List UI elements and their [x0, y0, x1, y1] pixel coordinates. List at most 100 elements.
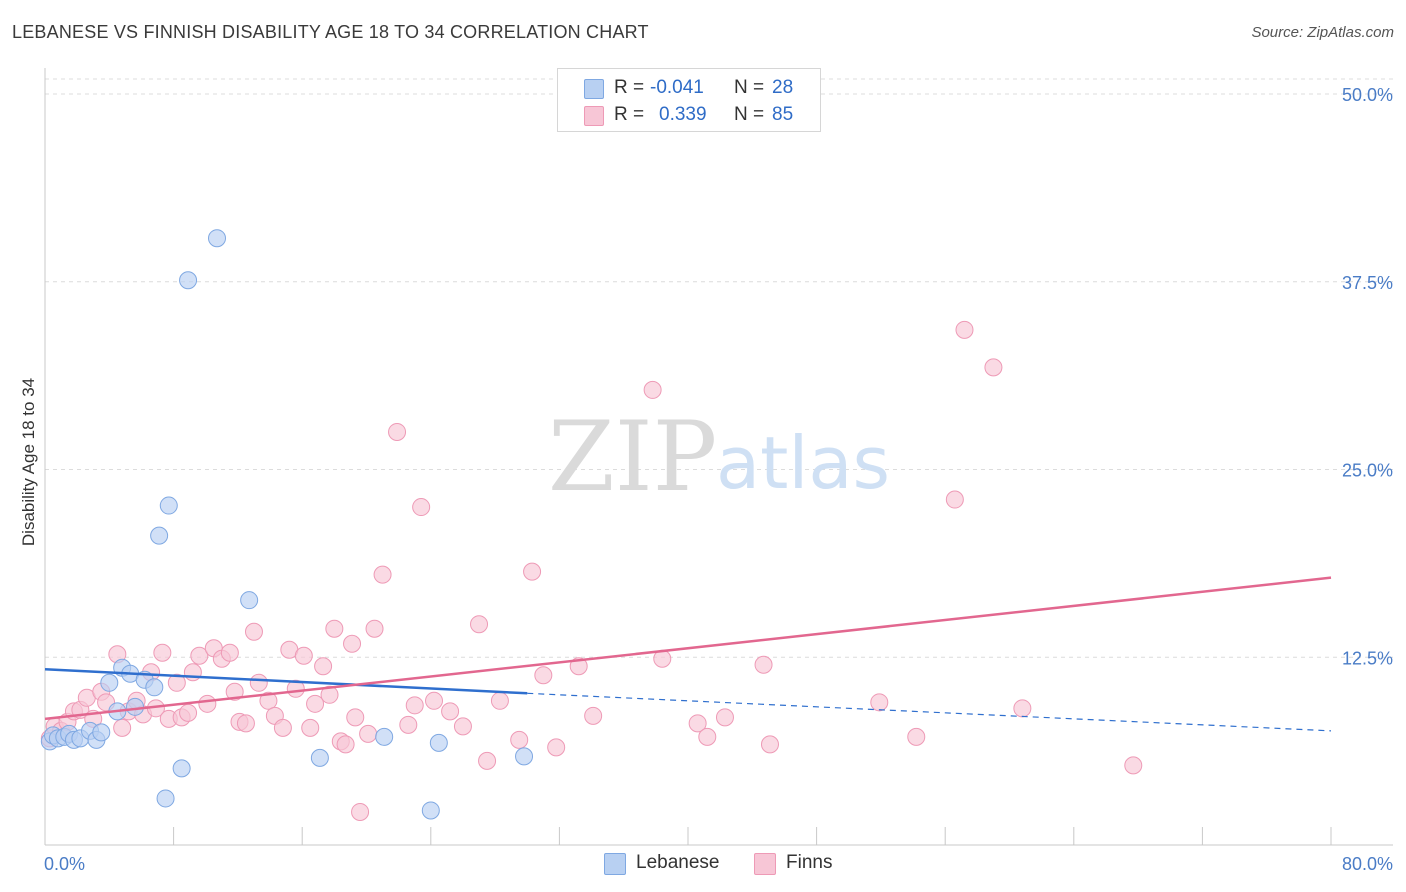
finns-point — [167, 673, 186, 692]
finns-point — [441, 702, 460, 721]
lebanese-legend-label: Lebanese — [636, 852, 720, 873]
trendlines — [44, 576, 1332, 732]
watermark-zip: ZIP — [548, 401, 717, 513]
lebanese-trendline — [44, 668, 528, 695]
axis-labels: 12.5% 25.0% 37.5% 50.0% 0.0% 80.0% Disability … — [19, 85, 1393, 874]
finns-point — [286, 679, 305, 698]
finns-point — [351, 802, 370, 821]
finns-point — [236, 714, 255, 733]
finns-point — [715, 708, 734, 727]
finns-point — [399, 715, 418, 734]
finns-point — [198, 694, 217, 713]
finns-point — [470, 615, 489, 634]
finns-point — [225, 682, 244, 701]
watermark: ZIP atlas — [548, 401, 890, 513]
finns-point — [179, 703, 198, 722]
lebanese-point — [310, 748, 329, 767]
lebanese-point — [156, 789, 175, 808]
lebanese-point — [429, 733, 448, 752]
finns-point — [688, 714, 707, 733]
lebanese-point — [240, 591, 259, 610]
lebanese-r-value: -0.041 — [650, 77, 704, 98]
finns-point — [698, 727, 717, 746]
y-tick-label: 25.0% — [1342, 461, 1393, 481]
finns-point — [113, 718, 132, 737]
finns-point — [490, 691, 509, 710]
finns-point — [249, 673, 268, 692]
finns-point — [336, 735, 355, 754]
gridlines — [45, 78, 1393, 658]
finns-legend-swatch — [754, 853, 776, 875]
finns-trendline — [44, 576, 1332, 721]
finns-n-value: 85 — [772, 104, 794, 125]
finns-point — [320, 685, 339, 704]
finns-point — [325, 619, 344, 638]
lebanese-point — [145, 678, 164, 697]
lebanese-point — [150, 526, 169, 545]
lebanese-point — [515, 747, 534, 766]
y-tick-label: 12.5% — [1342, 648, 1393, 668]
finns-legend-label: Finns — [786, 852, 833, 873]
legend-r-label: R = — [614, 77, 645, 98]
finns-point — [190, 646, 209, 665]
finns-point — [1124, 756, 1143, 775]
finns-point — [153, 643, 172, 662]
lebanese-legend-swatch — [604, 853, 626, 875]
finns-point — [259, 691, 278, 710]
lebanese-point — [375, 727, 394, 746]
finns-point — [359, 724, 378, 743]
lebanese-points — [40, 229, 534, 820]
finns-point — [306, 694, 325, 713]
axes — [44, 68, 1393, 846]
finns-point — [870, 693, 889, 712]
finns-point — [412, 498, 431, 517]
finns-point — [510, 730, 529, 749]
watermark-atlas: atlas — [716, 421, 890, 505]
lebanese-point — [100, 673, 119, 692]
finns-point — [365, 619, 384, 638]
finns-point — [754, 655, 773, 674]
lebanese-swatch — [584, 79, 604, 99]
finns-point — [584, 706, 603, 725]
finns-point — [220, 643, 239, 662]
lebanese-trendline-extension — [527, 692, 1332, 732]
finns-point — [314, 657, 333, 676]
finns-point — [294, 646, 313, 665]
y-axis-label: Disability Age 18 to 34 — [19, 378, 38, 546]
finns-point — [1013, 699, 1032, 718]
legend-r-label: R = — [614, 104, 645, 125]
finns-point — [478, 751, 497, 770]
finns-point — [405, 696, 424, 715]
lebanese-point — [208, 229, 227, 248]
finns-point — [453, 717, 472, 736]
lebanese-point — [172, 759, 191, 778]
lebanese-point — [159, 496, 178, 515]
finns-point — [346, 708, 365, 727]
finns-point — [760, 735, 779, 754]
y-tick-label: 50.0% — [1342, 85, 1393, 105]
finns-point — [534, 666, 553, 685]
finns-point — [183, 663, 202, 682]
legend-n-label: N = — [734, 104, 765, 125]
x-tick-label: 80.0% — [1342, 854, 1393, 874]
finns-point — [523, 562, 542, 581]
lebanese-point — [179, 271, 198, 290]
finns-point — [301, 718, 320, 737]
x-tick-label: 0.0% — [44, 854, 85, 874]
lebanese-point — [126, 697, 145, 716]
finns-point — [907, 727, 926, 746]
finns-swatch — [584, 106, 604, 126]
finns-points — [40, 320, 1143, 821]
legend-n-label: N = — [734, 77, 765, 98]
finns-point — [569, 657, 588, 676]
finns-point — [273, 718, 292, 737]
finns-point — [945, 490, 964, 509]
finns-point — [388, 422, 407, 441]
chart-source: Source: ZipAtlas.com — [1251, 24, 1394, 41]
y-tick-label: 37.5% — [1342, 273, 1393, 293]
stats-legend: R = -0.041 N = 28 R = 0.339 N = 85 — [557, 68, 821, 132]
chart-title: LEBANESE VS FINNISH DISABILITY AGE 18 TO… — [12, 22, 649, 42]
finns-point — [425, 691, 444, 710]
lebanese-point — [421, 801, 440, 820]
